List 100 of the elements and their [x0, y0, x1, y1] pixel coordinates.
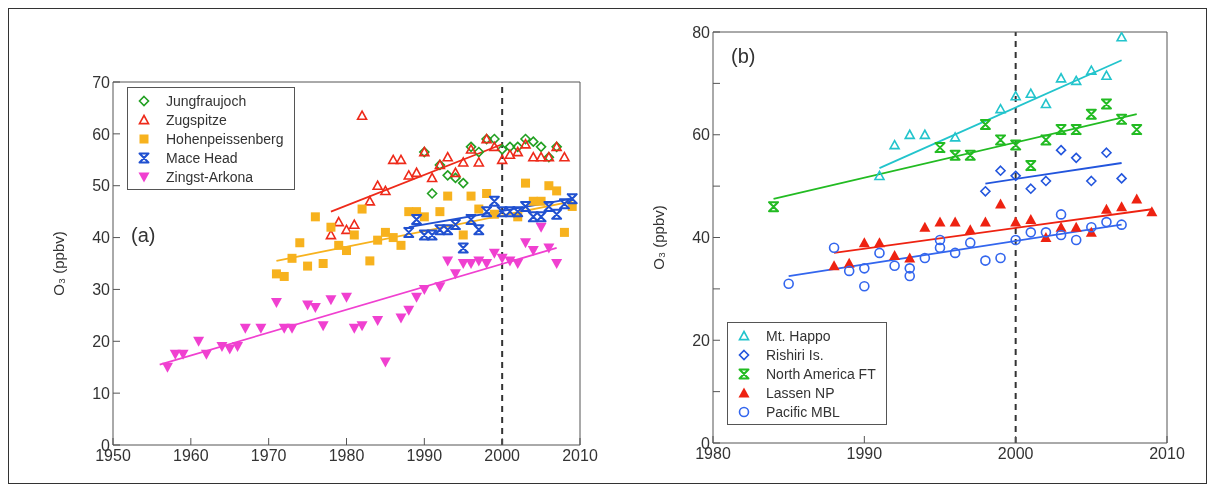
- point: [949, 247, 961, 259]
- point: [1070, 124, 1082, 136]
- point: [239, 323, 251, 334]
- point: [200, 349, 212, 360]
- point: [1055, 144, 1067, 156]
- point: [528, 136, 539, 147]
- point: [528, 151, 539, 162]
- point: [520, 133, 531, 145]
- point: [1086, 175, 1097, 187]
- point: [964, 237, 976, 248]
- point: [177, 349, 189, 360]
- point: [964, 224, 976, 235]
- point: [442, 151, 453, 162]
- point: [372, 180, 383, 191]
- point: [1025, 183, 1037, 194]
- legend-label: Lassen NP: [766, 384, 835, 401]
- x-tick-label: 2000: [484, 447, 521, 465]
- point: [279, 271, 289, 281]
- point: [536, 196, 546, 206]
- point: [395, 313, 407, 324]
- point: [348, 323, 360, 334]
- point: [512, 146, 524, 157]
- point: [979, 216, 991, 227]
- point: [512, 141, 524, 153]
- point: [481, 206, 493, 218]
- point: [426, 188, 438, 199]
- point: [287, 253, 297, 263]
- point: [874, 170, 885, 181]
- point: [364, 195, 376, 206]
- point: [489, 141, 500, 152]
- point: [1101, 70, 1112, 81]
- x-tick-label: 1990: [406, 447, 443, 465]
- point: [1025, 227, 1037, 238]
- point: [995, 165, 1006, 177]
- point: [1040, 227, 1052, 238]
- point: [1116, 113, 1128, 125]
- point: [286, 323, 298, 334]
- point: [1100, 203, 1112, 214]
- point: [1010, 234, 1021, 246]
- legend-label: Jungfraujoch: [166, 92, 247, 109]
- legend-label: Zingst-Arkona: [166, 168, 254, 185]
- point: [341, 224, 352, 235]
- point: [551, 259, 563, 269]
- point: [934, 216, 946, 227]
- point: [481, 259, 493, 269]
- point: [566, 193, 578, 205]
- point: [783, 278, 794, 290]
- point: [559, 227, 569, 237]
- point: [326, 222, 336, 232]
- point: [418, 229, 430, 241]
- point: [482, 188, 492, 198]
- point: [387, 154, 399, 165]
- point: [904, 263, 916, 274]
- point: [1040, 175, 1052, 187]
- point: [995, 134, 1007, 146]
- point: [980, 185, 991, 197]
- y-tick-label: 50: [92, 177, 111, 195]
- point: [768, 201, 780, 213]
- point: [270, 297, 282, 308]
- point: [919, 221, 931, 232]
- point: [395, 154, 407, 165]
- point: [357, 204, 367, 214]
- point: [193, 336, 205, 347]
- point: [1131, 193, 1143, 204]
- point: [325, 295, 337, 306]
- point: [1131, 124, 1143, 136]
- point: [904, 129, 916, 140]
- point: [403, 226, 415, 238]
- point: [489, 133, 500, 145]
- y-tick-label: 60: [692, 126, 711, 144]
- point: [496, 253, 508, 264]
- point: [403, 305, 415, 316]
- point: [520, 238, 532, 249]
- point: [919, 252, 931, 264]
- point: [873, 237, 885, 248]
- point: [995, 198, 1007, 209]
- point: [934, 142, 946, 154]
- point: [426, 172, 438, 183]
- point: [457, 157, 469, 167]
- point: [442, 224, 454, 236]
- point: [435, 207, 445, 217]
- point: [504, 206, 516, 218]
- point: [1116, 201, 1128, 212]
- point: [318, 259, 328, 268]
- point: [544, 181, 554, 191]
- point: [889, 249, 901, 260]
- point: [380, 227, 390, 237]
- y-tick-label: 40: [692, 229, 711, 247]
- point: [488, 248, 500, 259]
- point: [1086, 65, 1097, 75]
- y-tick-label: 20: [692, 331, 711, 349]
- point: [434, 282, 446, 293]
- legend-label: Mace Head: [166, 149, 238, 166]
- point: [521, 178, 531, 188]
- x-tick-label: 1970: [250, 447, 287, 465]
- point: [843, 265, 855, 277]
- legend-label: Zugspitze: [166, 111, 227, 128]
- point: [535, 151, 547, 162]
- x-tick-label: 1960: [173, 447, 209, 465]
- point: [1146, 206, 1158, 217]
